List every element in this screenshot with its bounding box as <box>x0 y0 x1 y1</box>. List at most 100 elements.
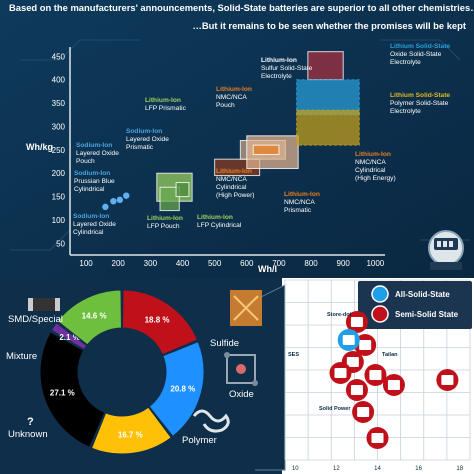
slice-value-label: 18.8 % <box>145 316 170 325</box>
x-tick-label: 700 <box>272 259 286 268</box>
battery-icon <box>428 230 464 270</box>
annotation-text: Cylindrical <box>216 184 247 191</box>
company-logo <box>334 368 347 378</box>
company-logo <box>357 407 370 417</box>
annotation-text: Pouch <box>216 102 235 109</box>
company-scatter: 10 12 14 16 18 All-Solid-State Semi-Solid Stat… <box>284 279 472 472</box>
y-tick-label: 100 <box>52 216 66 225</box>
slice-value-label: 16.7 % <box>118 430 143 439</box>
x-tick-label: 1000 <box>366 259 384 268</box>
x-tick-label: 12 <box>333 466 340 472</box>
annotation-text: Prismatic <box>284 207 312 214</box>
company-logo <box>387 380 400 390</box>
legend-marker <box>371 285 389 303</box>
x-tick-label: 14 <box>374 466 381 472</box>
annotation-text: Prussian Blue <box>74 178 115 185</box>
annotation-head: Lithium-Ion <box>216 168 252 175</box>
annotation-head: Lithium-Ion <box>147 215 183 222</box>
density-region <box>159 186 180 212</box>
company-label: Solid Power <box>319 406 351 412</box>
density-region <box>307 51 344 81</box>
annotation-head: Sodium-Ion <box>76 142 112 149</box>
company-logo <box>441 375 454 385</box>
annotation-text: Layered Oxide <box>73 221 116 228</box>
company-label: SES <box>288 352 299 358</box>
header-line-1: Based on the manufacturers' announcement… <box>9 2 474 13</box>
y-tick-label: 150 <box>52 193 66 202</box>
slice-value-label: 20.8 % <box>170 384 195 393</box>
x-tick-label: 16 <box>415 466 422 472</box>
y-axis-title: Wh/kg <box>26 142 53 152</box>
annotation-head: Sodium-Ion <box>126 128 162 135</box>
sodium-point <box>110 198 117 205</box>
company-label: Tailan <box>382 352 398 358</box>
sulfide-crystal-icon <box>230 290 262 326</box>
chemistry-donut-chart: 18.8 % 20.8 % 16.7 % 27.1 % 2.1 % 14.6 % <box>39 289 205 455</box>
annotation-text: Layered Oxide <box>126 136 169 143</box>
donut-slice <box>39 331 106 449</box>
donut-slice <box>56 289 122 346</box>
unknown-question-mark: ? <box>27 416 34 428</box>
density-region <box>175 182 190 198</box>
annotation-text: Cylindrical <box>355 167 386 174</box>
category-label: Sulfide <box>210 338 239 349</box>
x-tick-label: 600 <box>240 259 254 268</box>
category-label: Oxide <box>229 389 254 400</box>
sodium-point <box>116 196 124 204</box>
slice-value-label: 14.6 % <box>82 311 107 320</box>
legend-marker <box>371 305 389 323</box>
donut-slice <box>50 322 88 351</box>
category-label: Unknown <box>8 429 48 440</box>
x-tick-label: 800 <box>304 259 318 268</box>
annotation-text: (High Power) <box>216 192 254 199</box>
density-region <box>296 79 360 116</box>
density-region <box>296 109 360 146</box>
company-logo <box>359 340 372 350</box>
company-logo <box>369 370 382 380</box>
donut-slice <box>148 341 205 438</box>
annotation-text: (High Energy) <box>355 175 396 182</box>
category-label: Mixture <box>6 351 37 362</box>
annotation-head: Lithium-Ion <box>197 214 233 221</box>
slice-value-label: 27.1 % <box>50 388 75 397</box>
donut-category-labels: Sulfide Oxide Polymer Unknown Mixture SMD/Spe… <box>6 314 254 446</box>
annotation-head: Sodium-Ion <box>74 170 110 177</box>
annotation-text: Layered Oxide <box>76 150 119 157</box>
annotation-head: Lithium Solid-State <box>390 92 450 99</box>
sodium-ion-points <box>102 192 130 211</box>
company-label: Store-dot <box>327 312 352 318</box>
annotation-head: Sodium-Ion <box>73 213 109 220</box>
annotation-head: Lithium-Ion <box>261 57 297 64</box>
oxide-lattice-icon <box>224 352 258 386</box>
y-tick-label: 250 <box>52 146 66 155</box>
annotation-text: Electrolyte <box>390 108 421 115</box>
annotation-text: Oxide Solid-State <box>390 51 442 58</box>
annotation-head: Lithium-Ion <box>355 151 391 158</box>
category-label: Polymer <box>182 435 217 446</box>
company-logo <box>346 357 359 367</box>
top-panel-background <box>0 0 474 278</box>
annotation-text: Electrolyte <box>261 73 292 80</box>
y-tick-label: 50 <box>56 239 65 248</box>
category-label: SMD/Special <box>8 314 63 325</box>
y-tick-label: 300 <box>52 122 66 131</box>
y-tick-label: 400 <box>52 76 66 85</box>
y-tick-label: 350 <box>52 99 66 108</box>
polymer-chain-icon <box>192 409 230 433</box>
annotation-text: LFP Pouch <box>147 223 180 230</box>
annotation-text: LFP Cylindrical <box>197 222 242 229</box>
x-tick-label: 400 <box>176 259 190 268</box>
annotation-head: Lithium-Ion <box>145 97 181 104</box>
x-tick-label: 200 <box>112 259 126 268</box>
company-logo <box>350 385 363 395</box>
x-tick-label: 500 <box>208 259 222 268</box>
annotation-head: Lithium-Ion <box>216 86 252 93</box>
annotation-text: NMC/NCA <box>216 94 247 101</box>
x-tick-label: 10 <box>292 466 299 472</box>
y-tick-label: 450 <box>52 52 66 61</box>
company-logo <box>371 433 384 443</box>
x-tick-label: 100 <box>79 259 93 268</box>
annotation-text: Polymer Solid-State <box>390 100 449 107</box>
